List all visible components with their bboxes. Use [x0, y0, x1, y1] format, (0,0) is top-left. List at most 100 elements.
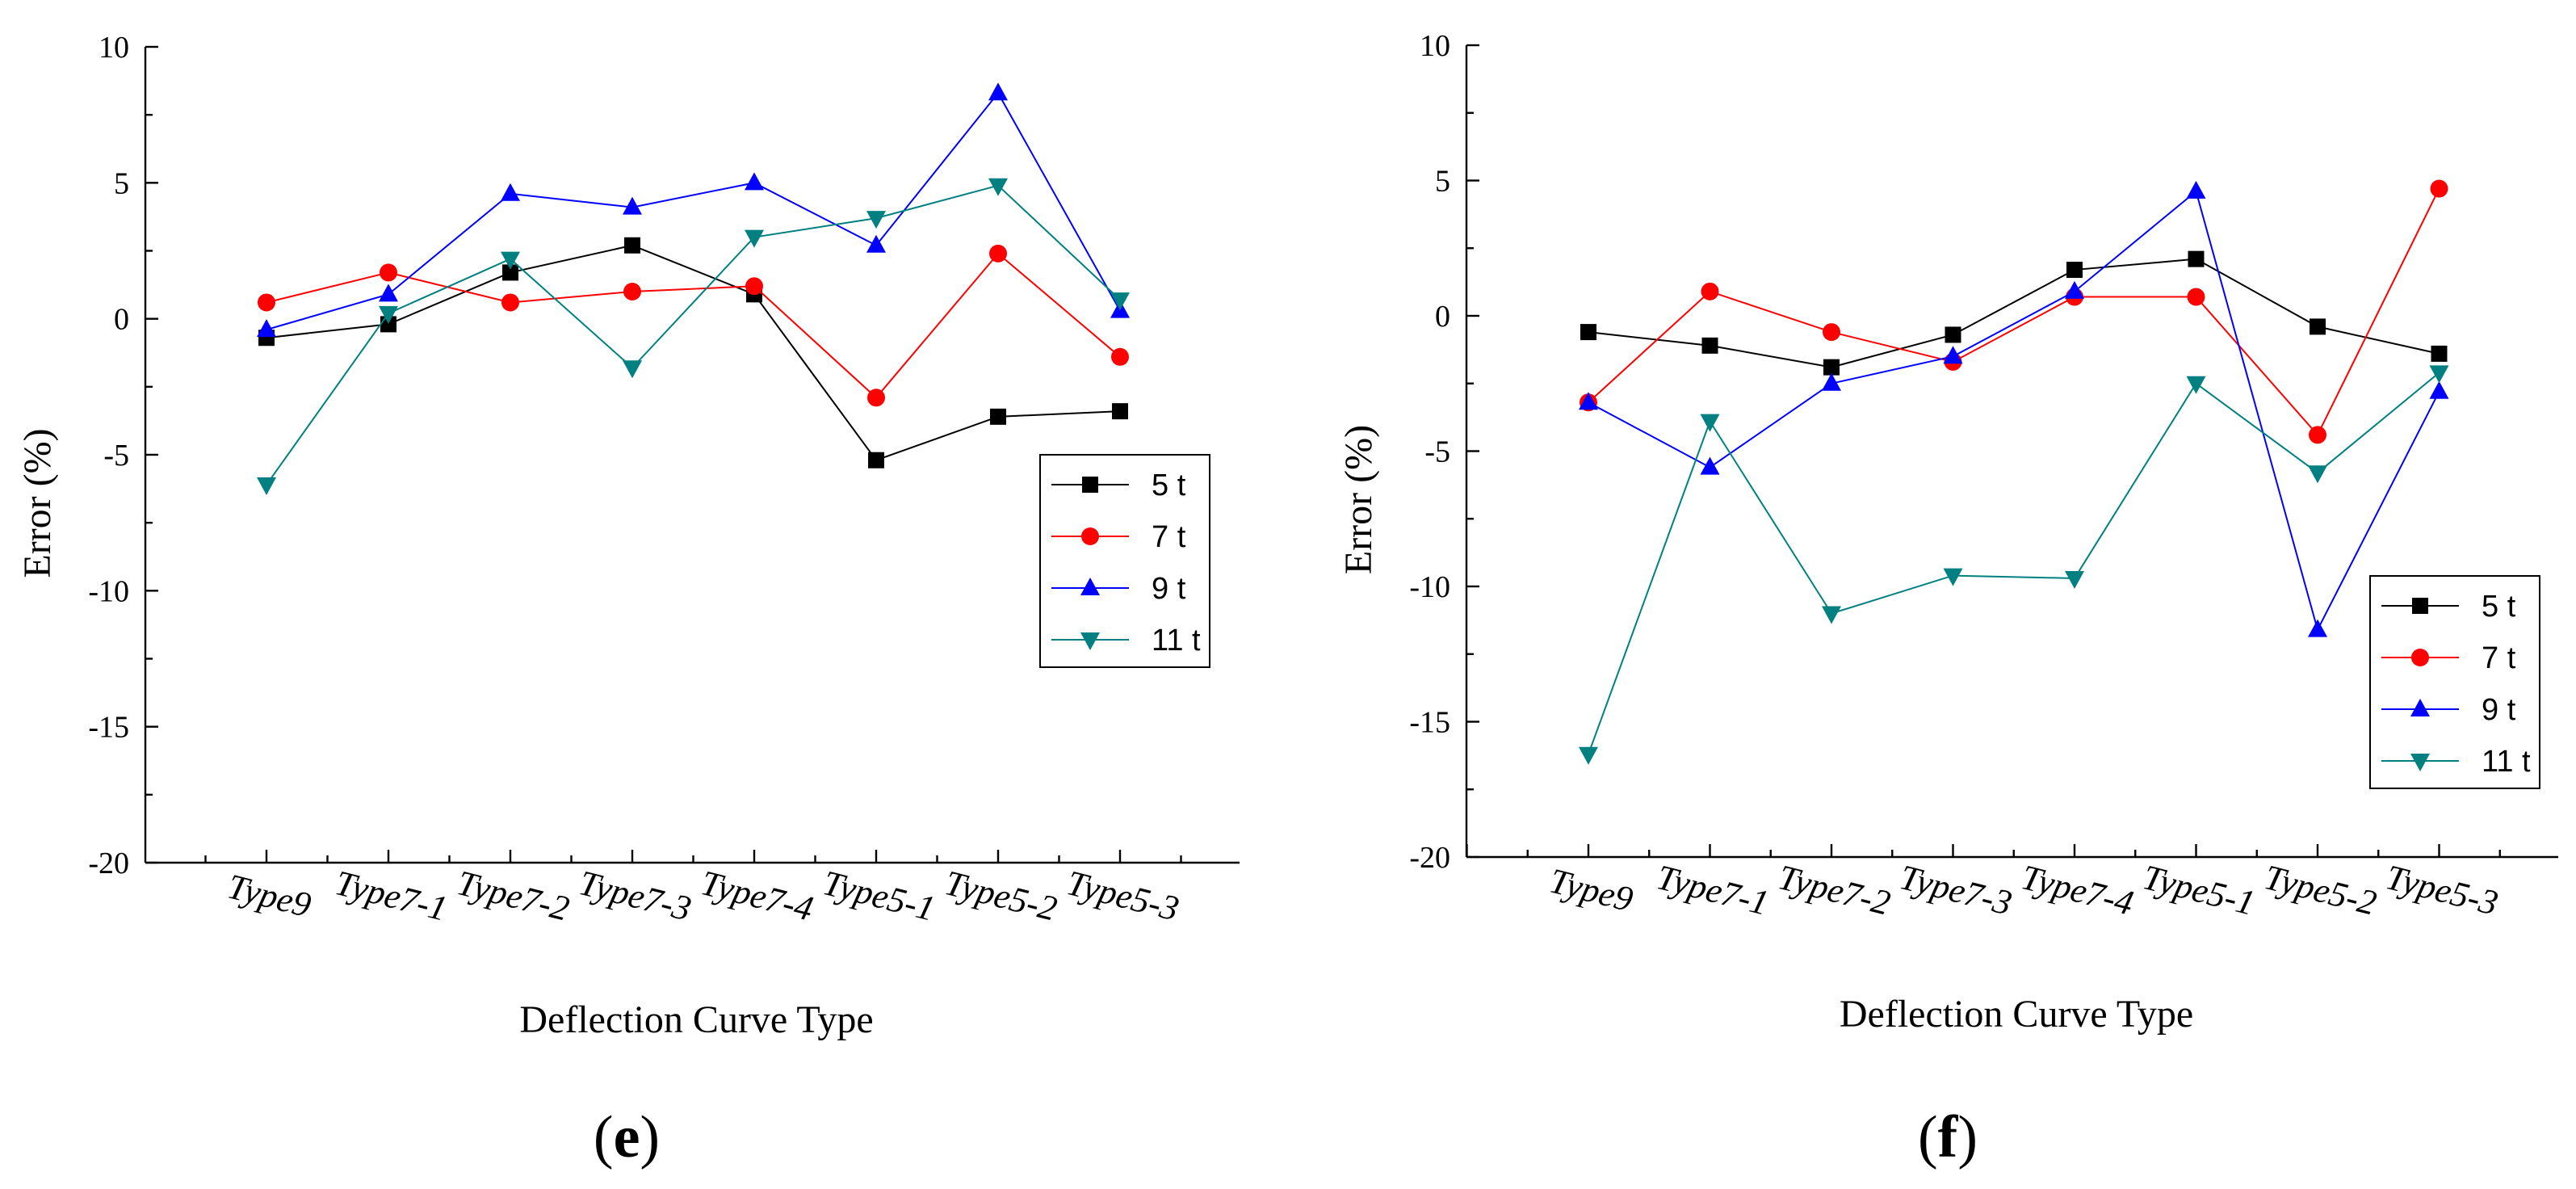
legend-entry: 11 t [2482, 745, 2531, 779]
y-tick-label: -5 [1424, 435, 1450, 469]
x-tick-label: Type7-3 [575, 863, 695, 929]
x-tick-label: Type5-3 [2382, 857, 2503, 923]
data-point [1580, 324, 1596, 341]
y-tick-label: -15 [88, 711, 129, 745]
data-point [745, 277, 763, 296]
y-axis-title: Error (%) [1337, 425, 1380, 574]
data-point [745, 229, 764, 248]
panel-label: (e) [594, 1104, 660, 1170]
data-point [867, 389, 885, 407]
x-axis-title: Deflection Curve Type [1840, 993, 2193, 1036]
y-tick-label: 5 [114, 166, 129, 200]
legend-swatch-marker [2410, 699, 2430, 716]
y-tick-label: 0 [114, 303, 129, 337]
legend-box [1039, 454, 1210, 668]
data-point [257, 477, 276, 496]
data-point [2310, 318, 2326, 335]
x-tick-label: Type5-1 [2139, 857, 2259, 923]
data-point [2188, 250, 2205, 267]
data-point [988, 82, 1008, 101]
x-tick-label: Type7-4 [697, 863, 817, 929]
x-tick-label: Type5-1 [819, 863, 939, 929]
legend: 5 t 7 t 9 t 11 t [2369, 575, 2540, 789]
y-tick-label: 10 [1420, 29, 1450, 63]
legend-swatch-marker [2412, 598, 2428, 614]
panel-label: (f) [1918, 1104, 1978, 1170]
series-2 [257, 82, 1130, 338]
x-tick-label: Type5-3 [1063, 863, 1183, 929]
series-0 [1580, 250, 2448, 376]
y-tick-label: 10 [99, 31, 129, 65]
data-point [1111, 347, 1129, 366]
y-tick-label: -10 [88, 574, 129, 608]
data-point [1823, 323, 1840, 342]
y-tick-label: -20 [1409, 841, 1450, 875]
legend-entry: 7 t [2482, 641, 2516, 675]
data-point [990, 408, 1006, 425]
data-point [989, 244, 1007, 263]
data-point [380, 263, 397, 282]
data-point [1579, 392, 1598, 410]
x-tick-label: Type7-2 [453, 863, 573, 929]
legend-entry: 9 t [2482, 693, 2516, 727]
data-point [1822, 606, 1841, 624]
data-point [1112, 403, 1128, 420]
data-point [623, 283, 641, 300]
data-point [2186, 376, 2206, 394]
data-point [379, 284, 398, 302]
data-point [2431, 345, 2448, 362]
data-point [501, 183, 520, 201]
y-tick-label: -10 [1409, 570, 1450, 604]
data-point [502, 264, 518, 281]
data-point [1943, 568, 1963, 586]
legend-entry: 7 t [1152, 520, 1186, 554]
data-point [1579, 746, 1598, 765]
series-line [266, 184, 1121, 485]
legend-swatch-marker [1080, 632, 1100, 650]
x-tick-label: Type5-2 [2260, 857, 2381, 923]
data-point [501, 251, 520, 270]
data-point [1700, 456, 1720, 475]
y-tick-label: 0 [1435, 300, 1450, 334]
data-point [624, 237, 640, 254]
data-point [257, 319, 276, 338]
data-point [2430, 179, 2448, 198]
x-tick-label: Type7-1 [1653, 857, 1773, 923]
data-point [866, 234, 886, 253]
data-point [623, 196, 642, 215]
legend-swatch-marker [1081, 527, 1099, 545]
data-point [1701, 337, 1718, 354]
series-line [266, 244, 1121, 461]
series-line [1588, 190, 2440, 632]
y-tick-label: -20 [88, 847, 129, 880]
x-tick-label: Type5-2 [941, 863, 1061, 929]
x-tick-label: Type7-2 [1774, 857, 1894, 923]
data-point [2066, 262, 2083, 279]
data-point [1945, 326, 1961, 343]
data-point [2065, 280, 2084, 299]
series-line [1588, 258, 2440, 368]
legend-entry: 5 t [2482, 590, 2516, 624]
data-point [2187, 288, 2205, 306]
x-tick-label: Type7-4 [2017, 857, 2138, 923]
data-point [2065, 570, 2084, 589]
data-point [745, 172, 764, 191]
series-line [266, 91, 1121, 331]
data-point [2309, 426, 2326, 444]
data-point [2308, 619, 2327, 637]
data-point [623, 360, 642, 379]
data-point [1823, 359, 1840, 376]
series-2 [1579, 180, 2449, 637]
data-point [501, 293, 519, 312]
y-tick-label: 5 [1435, 165, 1450, 199]
series-3 [257, 178, 1130, 496]
y-tick-label: -5 [103, 439, 129, 473]
legend-swatch-marker [1082, 477, 1098, 493]
data-point [1701, 282, 1719, 300]
legend-swatch-marker [1080, 578, 1100, 595]
data-point [379, 305, 398, 324]
legend-swatch-marker [2410, 754, 2430, 771]
series-line [1588, 372, 2440, 755]
data-point [2429, 365, 2449, 384]
